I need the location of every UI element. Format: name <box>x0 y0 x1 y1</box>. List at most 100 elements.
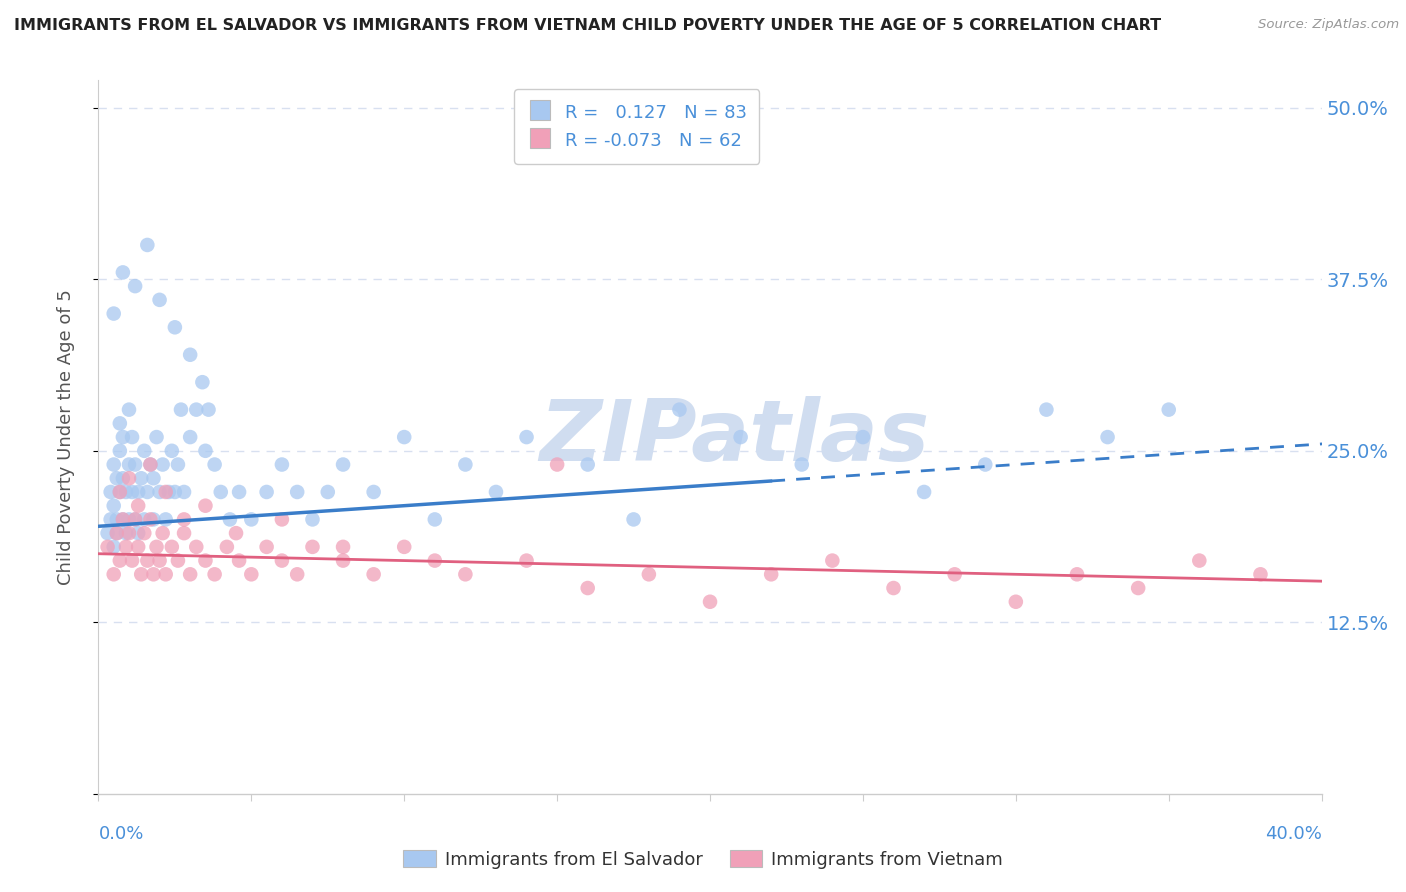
Point <box>173 512 195 526</box>
Point <box>423 512 446 526</box>
Point <box>103 458 125 472</box>
Point <box>142 471 165 485</box>
Point <box>1097 430 1119 444</box>
Point <box>127 540 149 554</box>
Point <box>301 512 323 526</box>
Point <box>115 526 138 541</box>
Point <box>129 471 152 485</box>
Point <box>179 567 201 582</box>
Point <box>225 526 247 541</box>
Point <box>134 526 156 541</box>
Point <box>134 443 156 458</box>
Point <box>121 430 143 444</box>
Point <box>103 499 125 513</box>
Point <box>145 430 167 444</box>
Point <box>121 485 143 500</box>
Point <box>136 553 159 567</box>
Point <box>516 553 538 567</box>
Point <box>111 265 134 279</box>
Point <box>821 553 844 567</box>
Text: 0.0%: 0.0% <box>98 825 143 843</box>
Point <box>103 567 125 582</box>
Point <box>485 485 508 500</box>
Point <box>100 512 122 526</box>
Point <box>285 485 308 500</box>
Point <box>173 485 195 500</box>
Point <box>155 512 177 526</box>
Point <box>423 553 446 567</box>
Text: ZIPatlas: ZIPatlas <box>540 395 929 479</box>
Point <box>111 512 134 526</box>
Point <box>163 485 186 500</box>
Point <box>160 540 183 554</box>
Point <box>124 458 146 472</box>
Point <box>115 540 138 554</box>
Point <box>108 485 131 500</box>
Point <box>127 485 149 500</box>
Point <box>363 567 385 582</box>
Point <box>149 293 172 307</box>
Point <box>100 485 122 500</box>
Point <box>139 512 162 526</box>
Point <box>155 485 177 500</box>
Point <box>392 540 416 554</box>
Point <box>301 540 323 554</box>
Text: 40.0%: 40.0% <box>1265 825 1322 843</box>
Point <box>167 458 190 472</box>
Point <box>108 417 131 431</box>
Point <box>127 526 149 541</box>
Point <box>136 238 159 252</box>
Point <box>97 540 120 554</box>
Point <box>270 553 292 567</box>
Y-axis label: Child Poverty Under the Age of 5: Child Poverty Under the Age of 5 <box>56 289 75 585</box>
Point <box>105 512 128 526</box>
Point <box>197 402 219 417</box>
Point <box>152 526 174 541</box>
Point <box>454 458 477 472</box>
Point <box>270 512 292 526</box>
Point <box>1249 567 1271 582</box>
Legend: Immigrants from El Salvador, Immigrants from Vietnam: Immigrants from El Salvador, Immigrants … <box>396 843 1010 876</box>
Point <box>136 485 159 500</box>
Text: Source: ZipAtlas.com: Source: ZipAtlas.com <box>1258 18 1399 31</box>
Point <box>118 402 141 417</box>
Point <box>191 375 214 389</box>
Point <box>332 458 354 472</box>
Point <box>215 540 238 554</box>
Point <box>97 526 120 541</box>
Point <box>111 430 134 444</box>
Point <box>332 540 354 554</box>
Point <box>105 526 128 541</box>
Point <box>332 553 354 567</box>
Point <box>118 471 141 485</box>
Point <box>363 485 385 500</box>
Point <box>204 458 226 472</box>
Point <box>454 567 477 582</box>
Point <box>943 567 966 582</box>
Point <box>160 443 183 458</box>
Point <box>1004 595 1026 609</box>
Point <box>240 512 263 526</box>
Point <box>204 567 226 582</box>
Point <box>270 458 292 472</box>
Point <box>516 430 538 444</box>
Point <box>157 485 180 500</box>
Point <box>115 485 138 500</box>
Point <box>145 540 167 554</box>
Point <box>186 402 208 417</box>
Point <box>142 512 165 526</box>
Point <box>118 458 141 472</box>
Point <box>186 540 208 554</box>
Point <box>108 443 131 458</box>
Point <box>316 485 339 500</box>
Point <box>108 485 131 500</box>
Point <box>108 553 131 567</box>
Point <box>111 471 134 485</box>
Point <box>127 499 149 513</box>
Point <box>974 458 997 472</box>
Point <box>124 512 146 526</box>
Point <box>240 567 263 582</box>
Point <box>105 471 128 485</box>
Point <box>179 348 201 362</box>
Text: IMMIGRANTS FROM EL SALVADOR VS IMMIGRANTS FROM VIETNAM CHILD POVERTY UNDER THE A: IMMIGRANTS FROM EL SALVADOR VS IMMIGRANT… <box>14 18 1161 33</box>
